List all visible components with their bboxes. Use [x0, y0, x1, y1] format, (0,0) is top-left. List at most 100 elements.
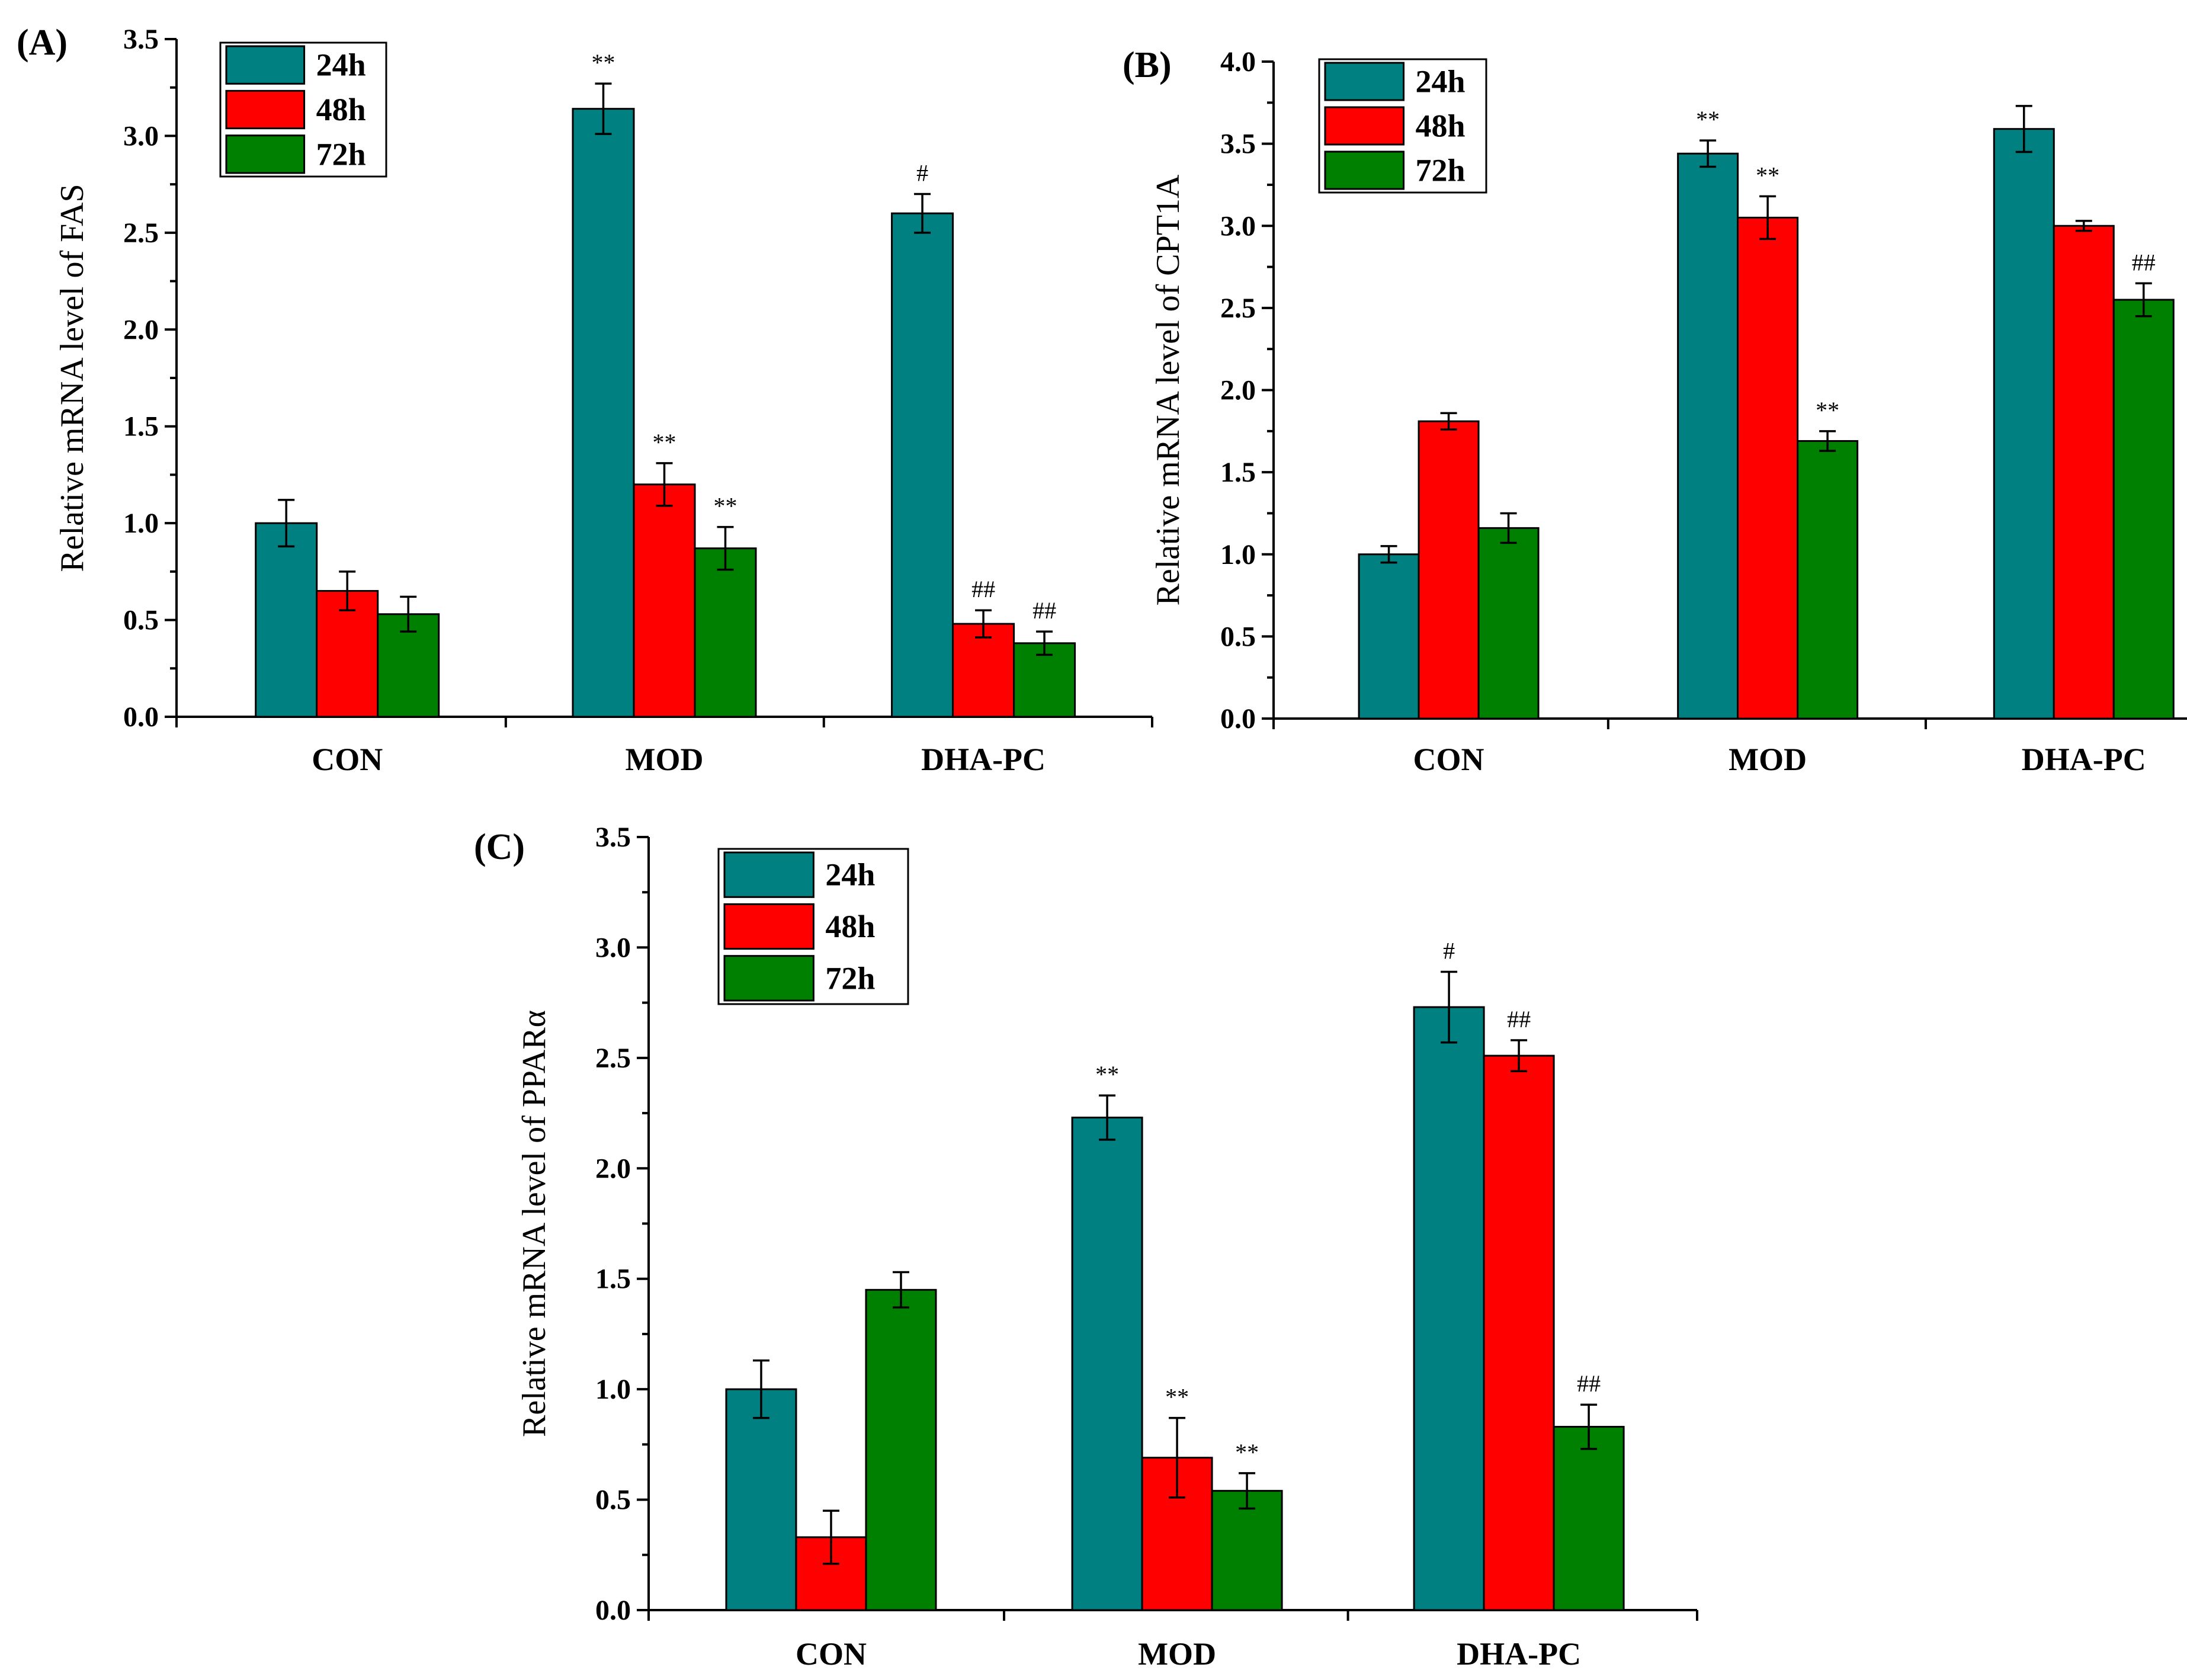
significance-label: ** — [592, 49, 615, 76]
significance-label: # — [916, 159, 928, 186]
legend: 24h 48h 72h — [1318, 58, 1487, 194]
significance-label: ## — [2132, 249, 2156, 275]
y-tick-label: 2.5 — [123, 217, 159, 249]
significance-label: ## — [1032, 597, 1056, 624]
y-axis-title: Relative mRNA level of CPT1A — [1150, 174, 1187, 605]
legend-label: 48h — [316, 92, 366, 127]
error-bar — [914, 193, 931, 234]
panel-label: (A) — [17, 23, 68, 63]
bar-con-48h — [1418, 420, 1480, 720]
y-tick-label: 1.5 — [123, 411, 159, 443]
significance-label: ** — [653, 429, 676, 456]
legend-label: 48h — [825, 909, 875, 944]
panel-b: 0.0 0.5 1.0 1.5 2.0 2.5 3.0 3.5 4.0 CON ** ** ** MOD #… — [1123, 45, 2187, 777]
bar-mod-24h — [1677, 152, 1739, 720]
x-category-label: DHA-PC — [1457, 1636, 1581, 1672]
legend-swatch-24h — [723, 851, 814, 898]
bar-dha-pc-48h — [2053, 225, 2115, 720]
y-tick-label: 3.0 — [595, 932, 631, 963]
panel-label: (B) — [1123, 45, 1172, 85]
x-category-label: CON — [1413, 742, 1484, 777]
error-bar — [656, 462, 673, 507]
error-bar — [595, 82, 612, 135]
bar-dha-pc-48h — [952, 623, 1015, 718]
error-bar — [1440, 412, 1457, 431]
bar-con-24h — [1358, 553, 1420, 720]
legend-swatch-24h — [225, 45, 306, 85]
y-tick-label: 2.5 — [1220, 293, 1256, 324]
error-bar — [1759, 195, 1776, 241]
error-bar — [1036, 630, 1053, 656]
significance-label: ** — [1235, 1439, 1259, 1466]
y-tick-label: 1.0 — [595, 1374, 631, 1405]
legend-swatch-72h — [1324, 150, 1405, 190]
legend-label: 24h — [316, 47, 366, 83]
y-tick-label: 0.5 — [123, 605, 159, 636]
bar-con-48h — [316, 590, 379, 718]
legend-label: 48h — [1416, 108, 1466, 144]
y-tick-label: 3.0 — [123, 120, 159, 152]
error-bar — [400, 595, 417, 633]
y-tick-label: 0.5 — [595, 1485, 631, 1516]
error-bar — [339, 570, 356, 611]
panel-c: 0.00.51.01.52.02.53.03.5CON******MOD####… — [474, 822, 1698, 1672]
y-tick-label: 4.0 — [1220, 46, 1256, 78]
bar-mod-24h — [1071, 1117, 1143, 1611]
error-bar — [2015, 105, 2032, 153]
legend-swatch-72h — [225, 134, 306, 174]
significance-label: ## — [1507, 1006, 1531, 1033]
bar-mod-48h — [633, 483, 696, 718]
bar-dha-pc-72h — [1553, 1426, 1625, 1611]
bar-con-72h — [1477, 527, 1540, 720]
error-bar — [1511, 1039, 1528, 1072]
error-bar — [278, 499, 295, 548]
panel-label: (C) — [474, 827, 525, 867]
y-tick-label: 3.0 — [1220, 210, 1256, 242]
y-axis-title: Relative mRNA level of PPARα — [516, 1010, 553, 1437]
x-category-label: DHA-PC — [2022, 742, 2146, 777]
error-bar — [822, 1509, 839, 1565]
legend-swatch-48h — [723, 903, 814, 950]
legend-swatch-72h — [723, 955, 814, 1002]
error-bar — [1169, 1416, 1186, 1499]
y-tick-label: 2.5 — [595, 1043, 631, 1074]
error-bar — [717, 525, 734, 571]
error-bar — [752, 1359, 769, 1419]
significance-label: ** — [1696, 106, 1720, 133]
y-tick-label: 1.0 — [123, 508, 159, 539]
significance-label: ## — [1577, 1370, 1601, 1397]
significance-label: ** — [1816, 397, 1839, 424]
error-bar — [2075, 220, 2092, 232]
error-bar — [1580, 1403, 1598, 1450]
x-category-label: MOD — [1138, 1636, 1216, 1672]
error-bar — [1500, 512, 1517, 544]
significance-label: ** — [1095, 1061, 1119, 1088]
y-axis-title: Relative mRNA level of FAS — [54, 184, 91, 572]
y-tick-label: 0.0 — [123, 701, 159, 733]
legend-label: 72h — [1416, 153, 1466, 188]
error-bar — [2135, 282, 2152, 318]
legend: 24h 48h 72h — [219, 41, 387, 178]
bar-mod-72h — [1211, 1490, 1283, 1611]
bar-dha-pc-48h — [1483, 1054, 1555, 1611]
bar-mod-24h — [572, 108, 635, 718]
y-tick-label: 1.5 — [595, 1264, 631, 1295]
error-bar — [892, 1271, 909, 1309]
y-tick-label: 1.5 — [1220, 457, 1256, 488]
legend-label: 72h — [316, 136, 366, 172]
bar-con-24h — [255, 522, 318, 718]
legend-swatch-24h — [1324, 62, 1405, 101]
significance-label: ## — [971, 576, 995, 602]
error-bar — [1699, 139, 1717, 168]
x-category-label: CON — [312, 742, 383, 777]
panel-a: 0.00.51.01.52.02.53.03.5CON******MOD####… — [17, 23, 1153, 777]
legend-label: 24h — [825, 857, 875, 893]
y-tick-label: 2.0 — [123, 314, 159, 345]
error-bar — [1380, 545, 1397, 564]
legend-label: 72h — [825, 960, 875, 996]
legend: 24h 48h 72h — [717, 848, 909, 1005]
y-tick-label: 3.5 — [595, 822, 631, 853]
bar-con-72h — [865, 1288, 937, 1611]
x-category-label: DHA-PC — [921, 742, 1046, 777]
